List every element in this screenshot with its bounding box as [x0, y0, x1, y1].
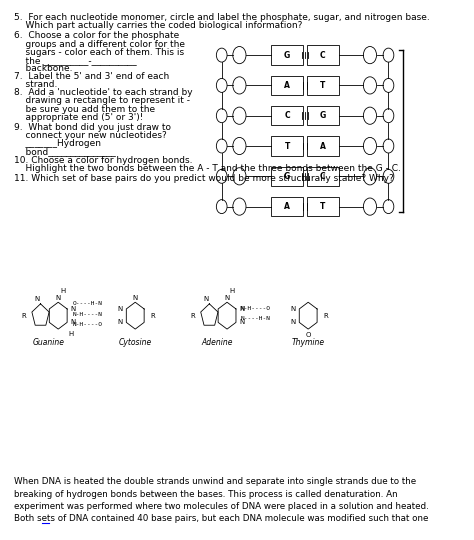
- Text: N: N: [118, 306, 123, 312]
- Text: H: H: [68, 330, 73, 337]
- Text: R: R: [150, 313, 155, 319]
- Bar: [271, 167, 303, 186]
- Text: N-H----O: N-H----O: [241, 306, 271, 311]
- Text: A: A: [284, 202, 290, 211]
- Text: C: C: [320, 172, 326, 181]
- Text: Both sets of DNA contained 40 base pairs, but each DNA molecule was modified suc: Both sets of DNA contained 40 base pairs…: [14, 515, 428, 523]
- Bar: [307, 45, 338, 65]
- Text: N-H----N: N-H----N: [73, 312, 103, 316]
- Text: C: C: [320, 51, 326, 59]
- Text: sugars - color each of them. This is: sugars - color each of them. This is: [14, 48, 184, 57]
- Text: C: C: [284, 111, 290, 120]
- Text: Guanine: Guanine: [33, 338, 65, 347]
- Text: R: R: [323, 313, 328, 319]
- Text: N: N: [291, 319, 296, 325]
- Text: N: N: [133, 295, 138, 301]
- Bar: [271, 45, 303, 65]
- Text: the __________-__________: the __________-__________: [14, 56, 137, 65]
- Text: H: H: [229, 288, 235, 294]
- Text: N: N: [239, 319, 245, 325]
- Text: breaking of hydrogen bonds between the bases. This process is called denaturatio: breaking of hydrogen bonds between the b…: [14, 490, 397, 499]
- Text: backbone.: backbone.: [14, 64, 72, 73]
- Text: be sure you add them to the: be sure you add them to the: [14, 105, 155, 113]
- Text: R: R: [191, 313, 195, 319]
- Text: N: N: [224, 295, 230, 301]
- Text: N: N: [35, 296, 40, 302]
- Text: G: G: [284, 172, 290, 181]
- Text: connect your new nucleotides?: connect your new nucleotides?: [14, 131, 166, 140]
- Text: T: T: [320, 81, 325, 90]
- Text: H: H: [61, 288, 66, 294]
- Text: When DNA is heated the double strands unwind and separate into single strands du: When DNA is heated the double strands un…: [14, 477, 416, 487]
- Bar: [271, 197, 303, 217]
- Text: 5.  For each nucleotide monomer, circle and label the phosphate, sugar, and nitr: 5. For each nucleotide monomer, circle a…: [14, 13, 429, 22]
- Text: 10. Choose a color for hydrogen bonds.: 10. Choose a color for hydrogen bonds.: [14, 156, 192, 165]
- Text: _______Hydrogen: _______Hydrogen: [14, 139, 101, 148]
- Text: 6.  Choose a color for the phosphate: 6. Choose a color for the phosphate: [14, 31, 179, 40]
- Text: N: N: [203, 296, 209, 302]
- Text: G: G: [319, 111, 326, 120]
- Bar: [307, 76, 338, 95]
- Text: N: N: [71, 306, 76, 312]
- Text: A: A: [319, 141, 326, 151]
- Text: experiment was performed where two molecules of DNA were placed in a solution an: experiment was performed where two molec…: [14, 502, 428, 511]
- Text: bond_______________: bond_______________: [14, 147, 116, 157]
- Text: 8.  Add a 'nucleotide' to each strand by: 8. Add a 'nucleotide' to each strand by: [14, 89, 192, 97]
- Text: G: G: [284, 51, 290, 59]
- Text: N----H-N: N----H-N: [241, 316, 271, 321]
- Text: 11. Which set of base pairs do you predict would be more structurally stable? Wh: 11. Which set of base pairs do you predi…: [14, 174, 393, 184]
- Bar: [307, 106, 338, 125]
- Text: strand.: strand.: [14, 80, 57, 89]
- Text: N: N: [55, 295, 61, 301]
- Text: 7.  Label the 5' and 3' end of each: 7. Label the 5' and 3' end of each: [14, 72, 169, 82]
- Text: R: R: [22, 313, 27, 319]
- Text: 9.  What bond did you just draw to: 9. What bond did you just draw to: [14, 123, 171, 132]
- Text: N: N: [291, 306, 296, 312]
- Text: T: T: [320, 202, 325, 211]
- Text: drawing a rectangle to represent it -: drawing a rectangle to represent it -: [14, 97, 190, 105]
- Text: N-H----O: N-H----O: [73, 322, 103, 327]
- Text: appropriate end (5' or 3')!: appropriate end (5' or 3')!: [14, 113, 143, 122]
- Bar: [307, 167, 338, 186]
- Text: T: T: [284, 141, 290, 151]
- Text: N: N: [118, 319, 123, 325]
- Text: Highlight the two bonds between the A - T and the three bonds between the G - C.: Highlight the two bonds between the A - …: [14, 164, 401, 173]
- Bar: [307, 197, 338, 217]
- Bar: [307, 136, 338, 156]
- Text: Thymine: Thymine: [292, 338, 325, 347]
- Text: O: O: [306, 332, 311, 338]
- Bar: [271, 136, 303, 156]
- Text: Cytosine: Cytosine: [118, 338, 152, 347]
- Bar: [271, 106, 303, 125]
- Text: N: N: [71, 319, 76, 325]
- Text: groups and a different color for the: groups and a different color for the: [14, 39, 185, 49]
- Text: Which part actually carries the coded biological information?: Which part actually carries the coded bi…: [14, 21, 302, 30]
- Text: O----H-N: O----H-N: [73, 301, 103, 306]
- Bar: [271, 76, 303, 95]
- Text: Adenine: Adenine: [202, 338, 233, 347]
- Text: N: N: [239, 306, 245, 312]
- Text: A: A: [284, 81, 290, 90]
